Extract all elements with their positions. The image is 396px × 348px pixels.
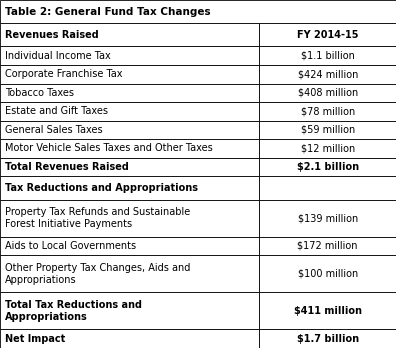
Bar bbox=[0, 0, 396, 23]
Bar bbox=[0, 65, 259, 84]
Bar bbox=[0, 102, 259, 121]
Text: Motor Vehicle Sales Taxes and Other Taxes: Motor Vehicle Sales Taxes and Other Taxe… bbox=[5, 143, 213, 153]
Text: Other Property Tax Changes, Aids and
Appropriations: Other Property Tax Changes, Aids and App… bbox=[5, 263, 190, 285]
Text: $12 million: $12 million bbox=[301, 143, 355, 153]
Text: Revenues Raised: Revenues Raised bbox=[5, 30, 99, 40]
Text: Total Revenues Raised: Total Revenues Raised bbox=[5, 162, 129, 172]
Bar bbox=[0, 139, 259, 158]
Text: Property Tax Refunds and Sustainable
Forest Initiative Payments: Property Tax Refunds and Sustainable For… bbox=[5, 207, 190, 229]
Bar bbox=[0, 23, 259, 46]
Bar bbox=[0, 121, 259, 139]
Text: General Sales Taxes: General Sales Taxes bbox=[5, 125, 103, 135]
Text: Corporate Franchise Tax: Corporate Franchise Tax bbox=[5, 69, 122, 79]
Bar bbox=[259, 255, 396, 292]
Text: $1.7 billion: $1.7 billion bbox=[297, 334, 359, 344]
Text: Estate and Gift Taxes: Estate and Gift Taxes bbox=[5, 106, 108, 116]
Bar bbox=[259, 176, 396, 199]
Text: $2.1 billion: $2.1 billion bbox=[297, 162, 359, 172]
Text: Aids to Local Governments: Aids to Local Governments bbox=[5, 241, 136, 251]
Text: FY 2014-15: FY 2014-15 bbox=[297, 30, 358, 40]
Text: Table 2: General Fund Tax Changes: Table 2: General Fund Tax Changes bbox=[5, 7, 210, 17]
Bar bbox=[0, 158, 259, 176]
Text: $172 million: $172 million bbox=[297, 241, 358, 251]
Bar bbox=[0, 330, 259, 348]
Bar bbox=[259, 199, 396, 237]
Bar bbox=[259, 23, 396, 46]
Text: $78 million: $78 million bbox=[301, 106, 355, 116]
Text: $139 million: $139 million bbox=[297, 213, 358, 223]
Bar bbox=[259, 237, 396, 255]
Bar bbox=[259, 330, 396, 348]
Bar bbox=[0, 84, 259, 102]
Bar bbox=[259, 46, 396, 65]
Bar bbox=[259, 65, 396, 84]
Text: Tobacco Taxes: Tobacco Taxes bbox=[5, 88, 74, 98]
Bar bbox=[0, 237, 259, 255]
Bar bbox=[0, 46, 259, 65]
Text: $408 million: $408 million bbox=[297, 88, 358, 98]
Bar bbox=[259, 158, 396, 176]
Bar bbox=[259, 84, 396, 102]
Text: $59 million: $59 million bbox=[301, 125, 355, 135]
Bar bbox=[0, 199, 259, 237]
Text: $100 million: $100 million bbox=[297, 269, 358, 279]
Bar bbox=[259, 102, 396, 121]
Bar bbox=[259, 139, 396, 158]
Bar bbox=[0, 176, 259, 199]
Text: Individual Income Tax: Individual Income Tax bbox=[5, 51, 110, 61]
Bar bbox=[0, 292, 259, 330]
Text: Tax Reductions and Appropriations: Tax Reductions and Appropriations bbox=[5, 183, 198, 193]
Bar bbox=[259, 292, 396, 330]
Text: $424 million: $424 million bbox=[297, 69, 358, 79]
Bar bbox=[0, 255, 259, 292]
Text: Total Tax Reductions and
Appropriations: Total Tax Reductions and Appropriations bbox=[5, 300, 142, 322]
Text: Net Impact: Net Impact bbox=[5, 334, 65, 344]
Text: $1.1 billion: $1.1 billion bbox=[301, 51, 355, 61]
Text: $411 million: $411 million bbox=[294, 306, 362, 316]
Bar bbox=[259, 121, 396, 139]
